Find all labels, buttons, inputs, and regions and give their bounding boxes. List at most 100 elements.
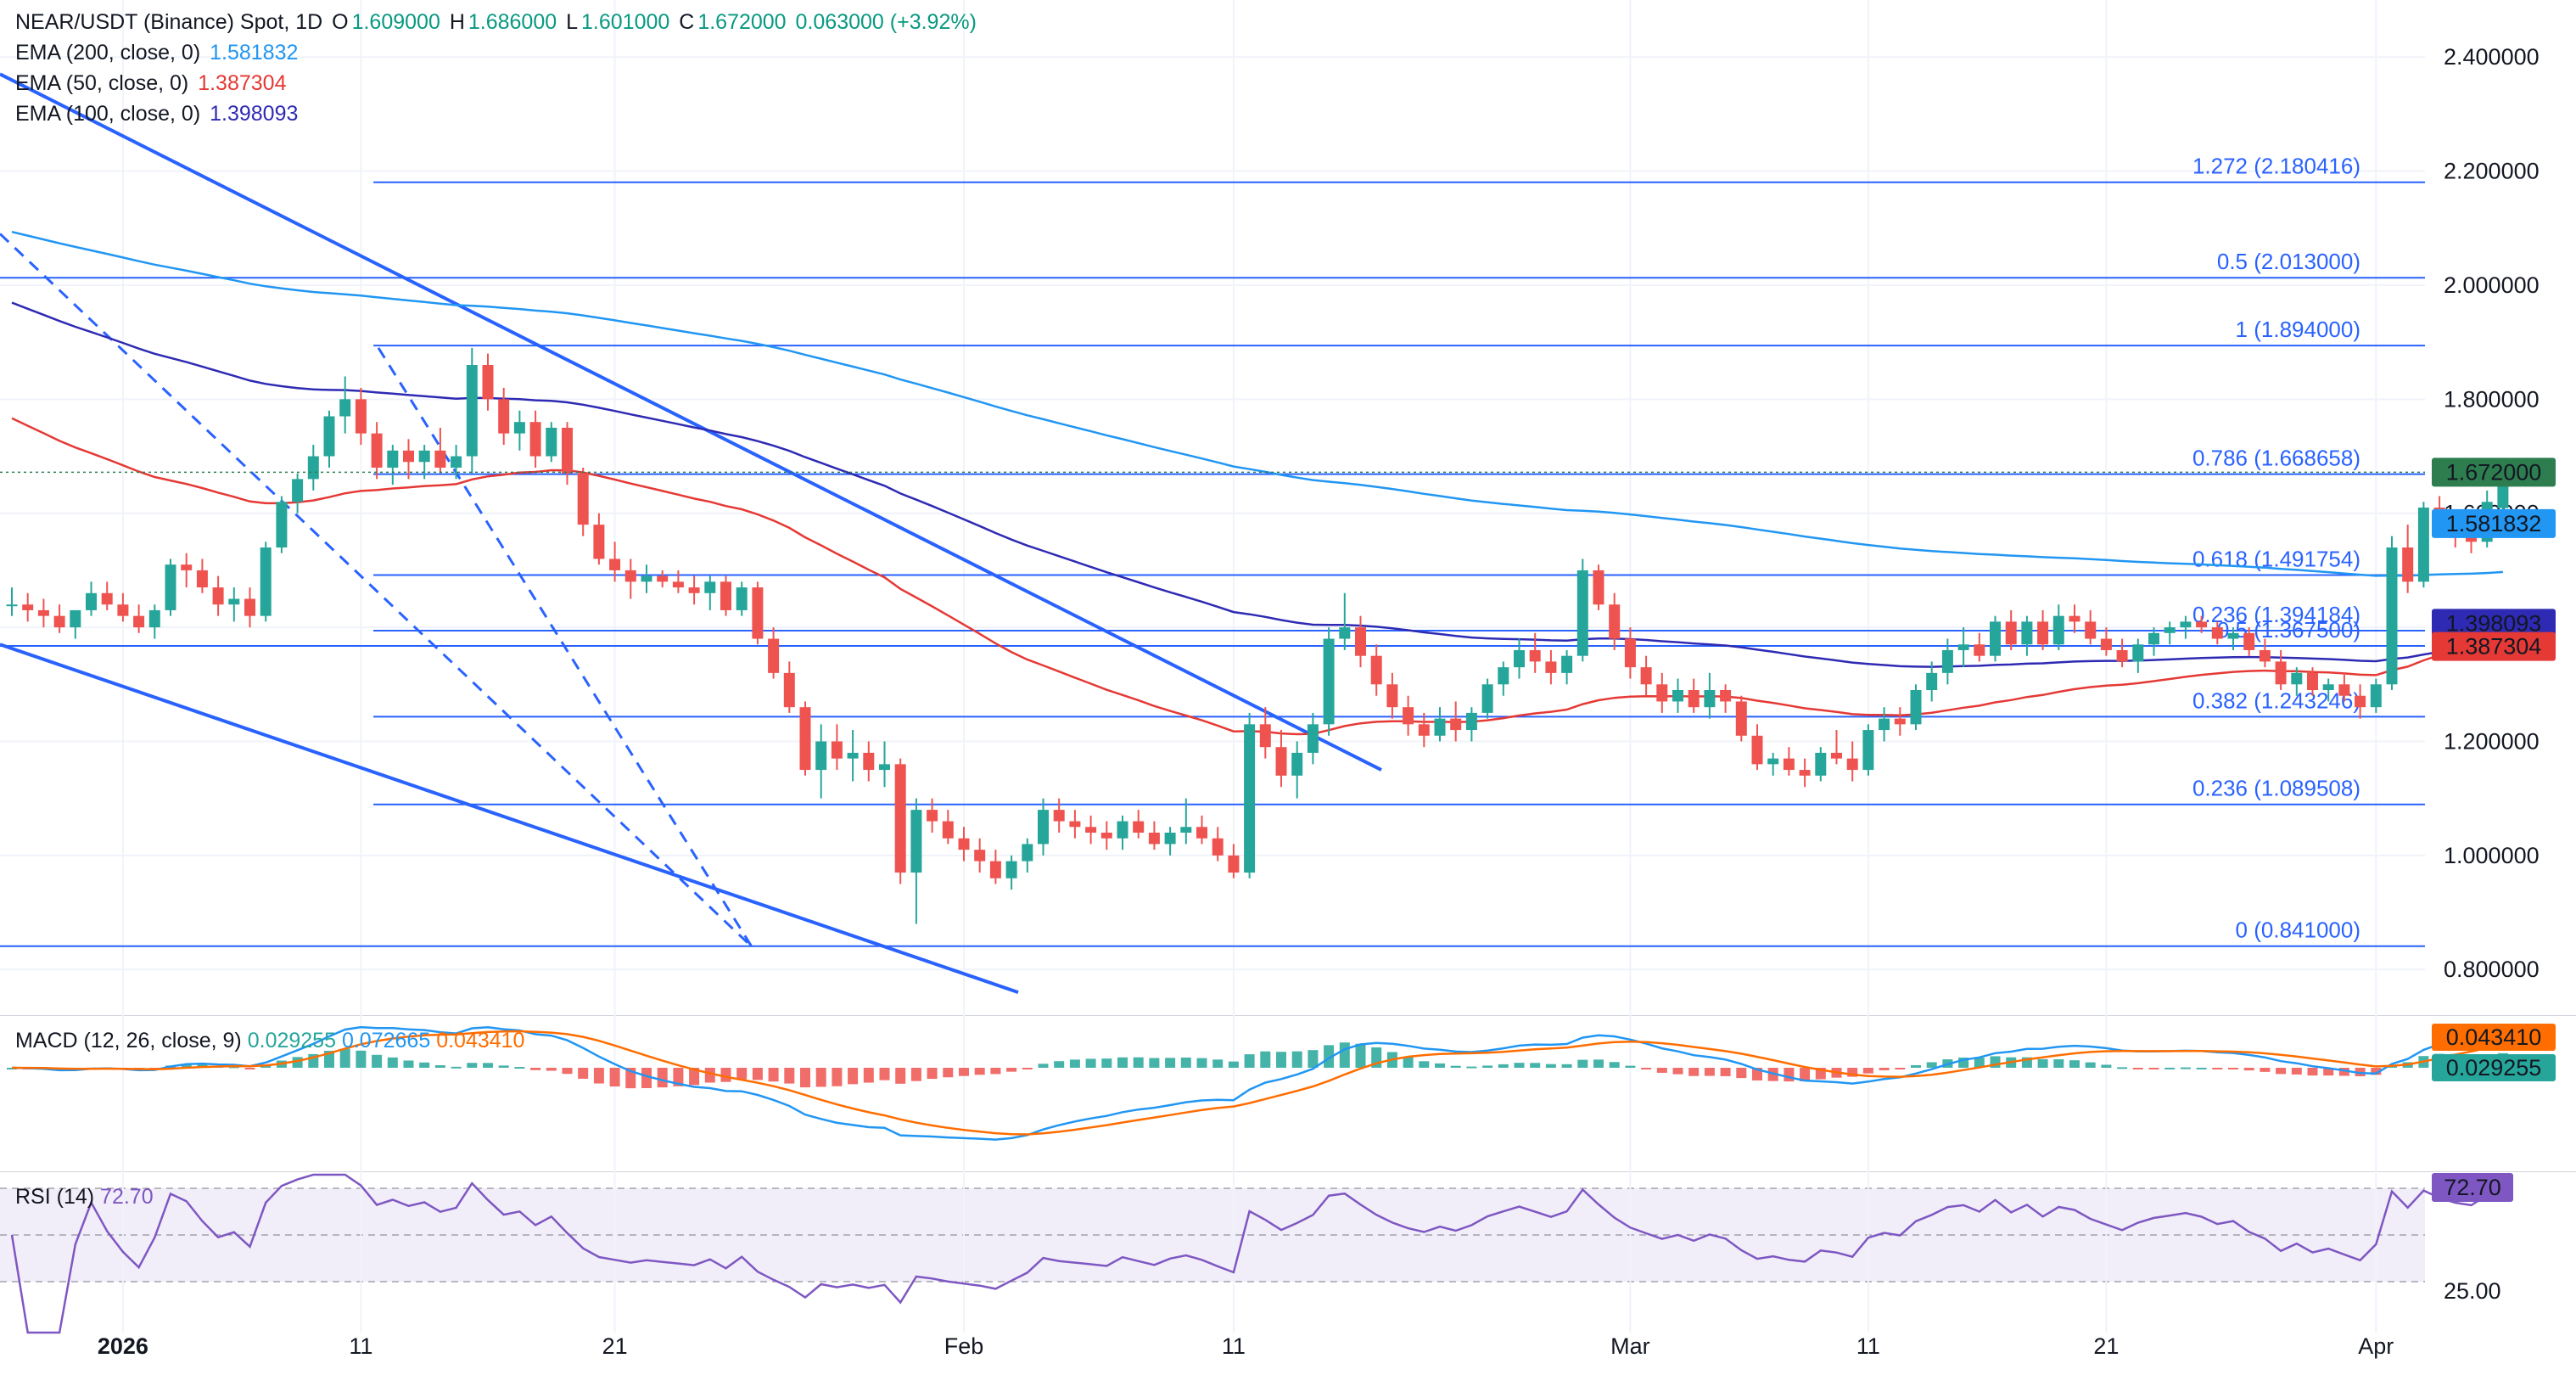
candle-body <box>70 609 81 628</box>
candle-body <box>1481 684 1493 713</box>
macd-histogram-bar <box>1736 1068 1747 1079</box>
candle-body <box>2386 547 2398 685</box>
candle-body <box>1386 684 1398 708</box>
candle-body <box>22 604 34 610</box>
macd-histogram-bar <box>356 1050 367 1068</box>
candle-body <box>847 752 859 759</box>
candle-body <box>1180 827 1192 833</box>
macd-histogram-bar <box>1450 1065 1461 1068</box>
candle-body <box>989 861 1001 878</box>
macd-histogram-bar <box>1641 1068 1652 1069</box>
macd-histogram-bar <box>879 1068 890 1080</box>
candle-body <box>593 525 605 559</box>
candle-body <box>1735 701 1747 736</box>
macd-line-value: 0.072665 <box>341 1029 431 1052</box>
fib-level-label: 1 (1.894000) <box>2236 317 2360 342</box>
macd-histogram-bar <box>895 1068 906 1084</box>
ema100-line <box>11 301 2504 668</box>
candle-body <box>196 570 208 588</box>
macd-histogram-bar <box>244 1068 255 1069</box>
candle-body <box>2211 627 2223 639</box>
candle-body <box>1815 752 1827 776</box>
candle-body <box>879 764 890 771</box>
x-tick-label: 2026 <box>98 1333 148 1359</box>
candle-body <box>1133 821 1145 833</box>
fib-level-label: 0.5 (1.367500) <box>2217 617 2360 643</box>
macd-histogram-bar <box>419 1062 430 1068</box>
close-value: 1.672000 <box>697 10 787 34</box>
macd-histogram-bar <box>1133 1057 1144 1068</box>
macd-legend[interactable]: MACD (12, 26, close, 9) 0.029255 0.07266… <box>15 1029 524 1053</box>
candle-body <box>1831 752 1842 759</box>
candle-body <box>1307 724 1319 753</box>
macd-histogram-bar <box>2069 1060 2080 1068</box>
candle-body <box>1894 718 1906 725</box>
candle-body <box>2180 621 2192 628</box>
ema50-name: EMA (50, close, 0) <box>15 71 189 95</box>
rsi-legend[interactable]: RSI (14) 72.70 <box>15 1185 154 1210</box>
rsi-title: RSI (14) <box>15 1185 95 1209</box>
ema200-legend[interactable]: EMA (200, close, 0) 1.581832 <box>15 37 301 68</box>
candle-body <box>1862 730 1874 771</box>
macd-histogram-bar <box>1466 1066 1477 1069</box>
candle-body <box>1339 627 1351 639</box>
fib-level-label: 0.236 (1.089508) <box>2192 776 2360 801</box>
macd-histogram-bar <box>1530 1063 1541 1068</box>
candle-body <box>2291 672 2303 685</box>
candle-body <box>117 604 129 616</box>
candle-body <box>2275 661 2287 685</box>
macd-histogram-bar <box>657 1068 668 1088</box>
macd-histogram-bar <box>1784 1068 1795 1082</box>
macd-histogram-bar <box>768 1068 779 1082</box>
pane-separator <box>0 1015 2576 1016</box>
candle-body <box>148 609 160 628</box>
candle-body <box>609 558 621 570</box>
candle-body <box>1990 621 2001 656</box>
candle-body <box>1418 724 1430 736</box>
macd-histogram-bar <box>1862 1068 1873 1074</box>
close-label: C <box>679 10 695 34</box>
candle-body <box>2148 632 2159 645</box>
candle-body <box>2417 508 2429 582</box>
candle-body <box>260 547 272 616</box>
candle-body <box>1688 690 1700 708</box>
candle-body <box>1100 832 1112 839</box>
candle-body <box>37 609 49 616</box>
candle-body <box>307 456 319 480</box>
candle-body <box>2116 649 2128 662</box>
macd-histogram-bar <box>815 1068 826 1087</box>
macd-histogram-bar <box>736 1068 748 1080</box>
candle-body <box>2132 644 2144 662</box>
symbol-legend: NEAR/USDT (Binance) Spot, 1D O 1.609000 H… <box>15 7 980 37</box>
candle-body <box>657 575 669 582</box>
candle-body <box>2466 536 2477 542</box>
price-axis-tag-label: 1.398093 <box>2446 610 2542 636</box>
macd-histogram-bar <box>848 1068 859 1085</box>
open-label: O <box>332 10 349 34</box>
trendline-upper <box>0 72 1382 772</box>
candle-body <box>974 850 986 862</box>
ema50-legend[interactable]: EMA (50, close, 0) 1.387304 <box>15 68 289 98</box>
candle-body <box>2052 615 2064 645</box>
macd-histogram-bar <box>609 1068 620 1087</box>
candle-body <box>1926 672 1938 691</box>
macd-histogram-bar <box>1800 1068 1811 1081</box>
candle-body <box>1038 810 1049 845</box>
rsi-axis-tag <box>2432 1173 2513 1202</box>
macd-histogram-bar <box>1704 1068 1715 1076</box>
macd-histogram-bar <box>387 1057 398 1068</box>
ema100-legend[interactable]: EMA (100, close, 0) 1.398093 <box>15 98 301 129</box>
macd-histogram-bar <box>2338 1068 2349 1076</box>
macd-histogram-bar <box>1879 1068 1890 1070</box>
macd-histogram-bar <box>1006 1068 1017 1072</box>
macd-histogram-bar <box>689 1068 700 1086</box>
fib-level-label: 0.786 (1.668658) <box>2192 446 2360 471</box>
candle-body <box>1783 758 1795 771</box>
macd-histogram-bar <box>1022 1068 1033 1069</box>
trendline-lower <box>0 643 1019 995</box>
candle-body <box>529 422 541 457</box>
macd-histogram-bar <box>2085 1062 2096 1068</box>
candle-body <box>1069 821 1081 828</box>
candle-body <box>562 427 573 474</box>
candle-body <box>181 564 193 570</box>
